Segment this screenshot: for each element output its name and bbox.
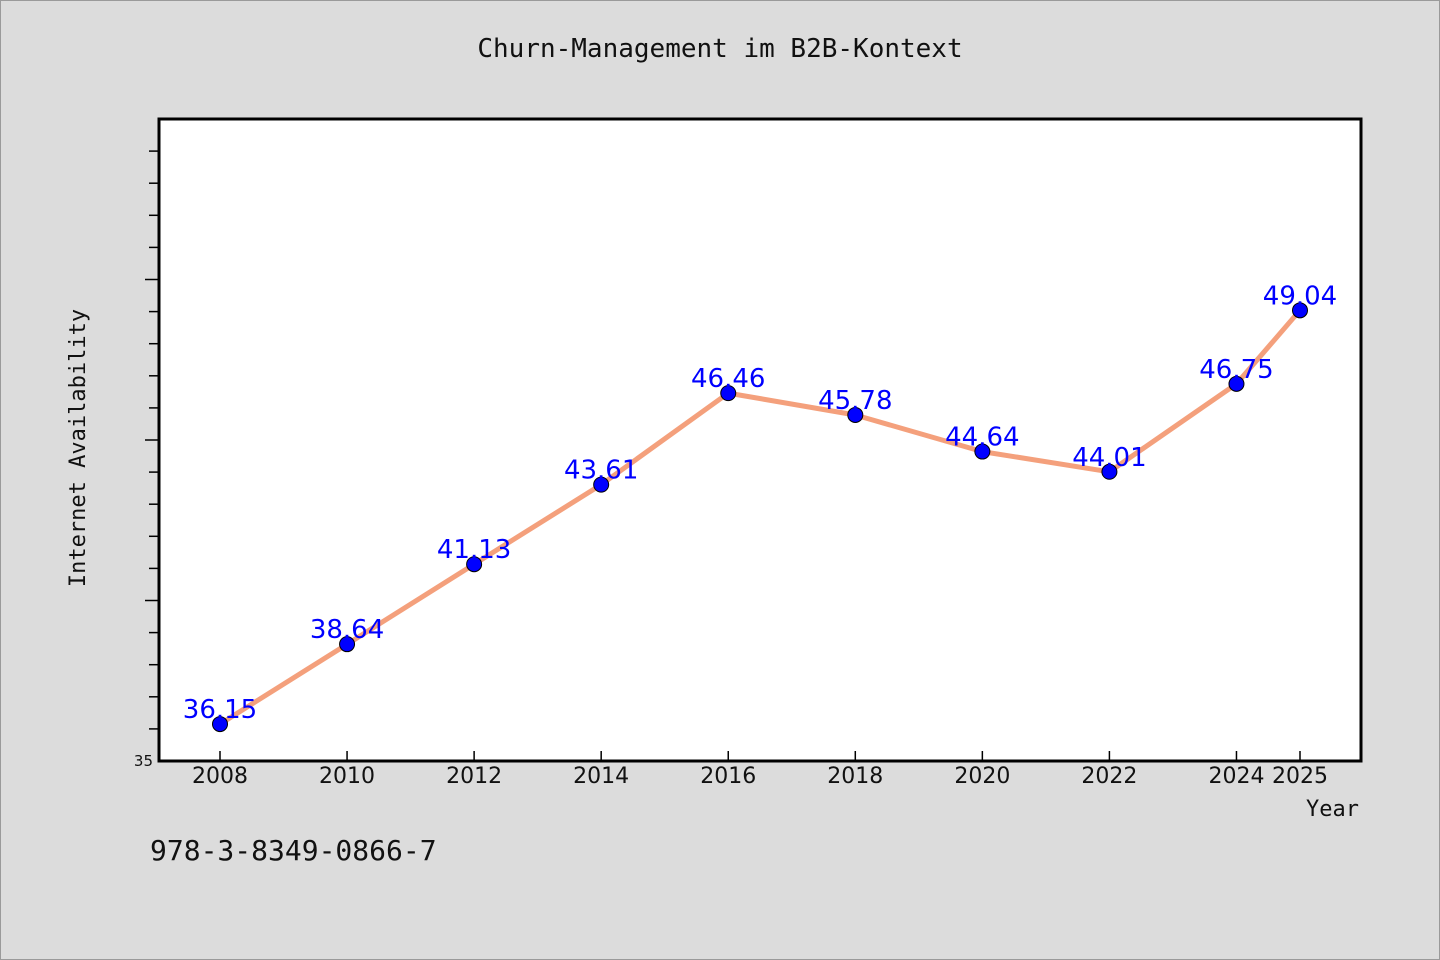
data-label: 49.04: [1263, 281, 1337, 311]
data-point: [212, 716, 228, 733]
data-point: [593, 476, 610, 493]
x-tick-label: 2008: [192, 764, 248, 789]
x-tick-label: 2016: [700, 764, 756, 789]
data-point: [720, 385, 737, 402]
y-axis-ticks: [145, 150, 159, 730]
data-label: 43.61: [564, 456, 638, 486]
x-tick-label: 2014: [573, 764, 629, 789]
plot-area: [157, 117, 1363, 763]
data-point: [1101, 463, 1118, 480]
y-tick-label: 35: [134, 752, 153, 770]
x-tick-label: 2022: [1081, 764, 1137, 789]
series-line: [217, 307, 1303, 727]
data-point: [974, 443, 991, 460]
data-label: 46.46: [691, 364, 765, 394]
data-label: 38.64: [310, 615, 384, 645]
x-tick-label: 2020: [954, 764, 1010, 789]
x-axis-ticks: 2008 2010 2012 2014 2016 2018 2020 2022 2024 2025: [192, 751, 1328, 789]
x-tick-label: 2024: [1208, 764, 1264, 789]
data-point: [1228, 375, 1245, 392]
data-markers: [212, 302, 1308, 733]
data-label: 46.75: [1199, 355, 1273, 385]
data-labels: 36.15 38.64 41.13 43.61 46.46 45.78 44.64 44.01…: [183, 281, 1337, 725]
data-point: [466, 556, 483, 573]
isbn-code: 978-3-8349-0866-7: [150, 834, 437, 867]
x-tick-label: 2018: [827, 764, 883, 789]
data-label: 44.01: [1072, 443, 1146, 473]
data-point: [1292, 302, 1308, 319]
data-label: 45.78: [818, 386, 892, 416]
x-tick-label: 2012: [446, 764, 502, 789]
data-point: [339, 636, 356, 653]
data-label: 36.15: [183, 695, 257, 725]
x-tick-label: 2025: [1272, 764, 1328, 789]
data-label: 44.64: [945, 423, 1019, 453]
chart-title: Churn-Management im B2B-Kontext: [477, 34, 963, 64]
data-label: 41.13: [437, 535, 511, 565]
y-axis-title: Internet Availability: [66, 309, 91, 587]
x-tick-label: 2010: [319, 764, 375, 789]
x-axis-title: Year: [1306, 797, 1359, 822]
data-point: [847, 406, 864, 423]
